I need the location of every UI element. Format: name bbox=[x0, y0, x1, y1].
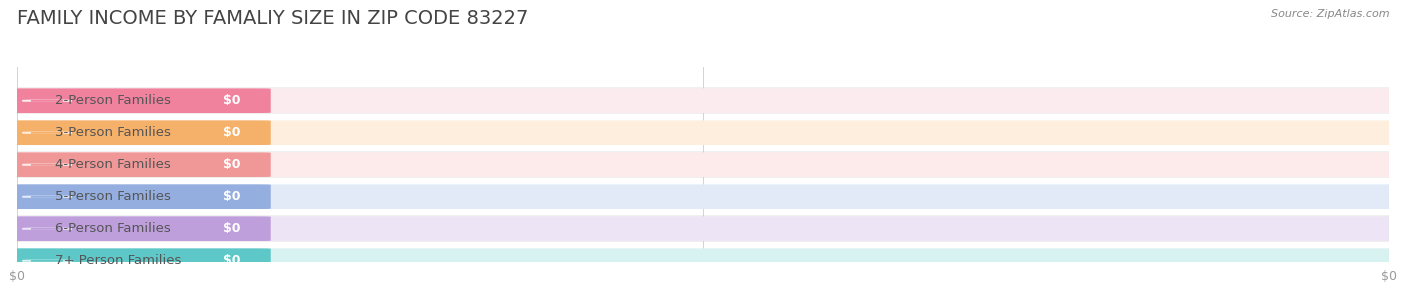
Text: $0: $0 bbox=[224, 254, 240, 267]
Circle shape bbox=[22, 260, 72, 261]
FancyBboxPatch shape bbox=[15, 247, 1391, 274]
Text: $0: $0 bbox=[224, 126, 240, 139]
FancyBboxPatch shape bbox=[15, 87, 1391, 114]
Text: $0: $0 bbox=[224, 190, 240, 203]
Circle shape bbox=[31, 260, 63, 261]
Text: $0: $0 bbox=[224, 158, 240, 171]
FancyBboxPatch shape bbox=[3, 185, 271, 209]
FancyBboxPatch shape bbox=[15, 119, 1391, 146]
Circle shape bbox=[22, 196, 72, 197]
FancyBboxPatch shape bbox=[15, 215, 1391, 242]
FancyBboxPatch shape bbox=[3, 120, 271, 145]
Circle shape bbox=[31, 132, 63, 133]
Text: 3-Person Families: 3-Person Families bbox=[55, 126, 172, 139]
Circle shape bbox=[22, 164, 72, 165]
Text: 2-Person Families: 2-Person Families bbox=[55, 94, 172, 107]
Circle shape bbox=[31, 196, 63, 197]
Circle shape bbox=[31, 228, 63, 229]
FancyBboxPatch shape bbox=[3, 216, 1403, 241]
FancyBboxPatch shape bbox=[3, 248, 1403, 273]
Circle shape bbox=[22, 100, 72, 101]
FancyBboxPatch shape bbox=[15, 183, 1391, 210]
Circle shape bbox=[31, 164, 63, 165]
Circle shape bbox=[31, 100, 63, 101]
FancyBboxPatch shape bbox=[3, 185, 1403, 209]
FancyBboxPatch shape bbox=[15, 151, 1391, 178]
Circle shape bbox=[22, 228, 72, 229]
FancyBboxPatch shape bbox=[3, 152, 1403, 177]
Text: FAMILY INCOME BY FAMALIY SIZE IN ZIP CODE 83227: FAMILY INCOME BY FAMALIY SIZE IN ZIP COD… bbox=[17, 9, 529, 28]
Text: Source: ZipAtlas.com: Source: ZipAtlas.com bbox=[1271, 9, 1389, 19]
Text: 6-Person Families: 6-Person Families bbox=[55, 222, 172, 235]
FancyBboxPatch shape bbox=[3, 120, 1403, 145]
FancyBboxPatch shape bbox=[3, 216, 271, 241]
FancyBboxPatch shape bbox=[3, 152, 271, 177]
Text: $0: $0 bbox=[224, 222, 240, 235]
FancyBboxPatch shape bbox=[3, 88, 271, 113]
Text: 5-Person Families: 5-Person Families bbox=[55, 190, 172, 203]
Text: 7+ Person Families: 7+ Person Families bbox=[55, 254, 181, 267]
Text: $0: $0 bbox=[224, 94, 240, 107]
Text: 4-Person Families: 4-Person Families bbox=[55, 158, 172, 171]
FancyBboxPatch shape bbox=[3, 248, 271, 273]
Circle shape bbox=[22, 132, 72, 133]
FancyBboxPatch shape bbox=[3, 88, 1403, 113]
